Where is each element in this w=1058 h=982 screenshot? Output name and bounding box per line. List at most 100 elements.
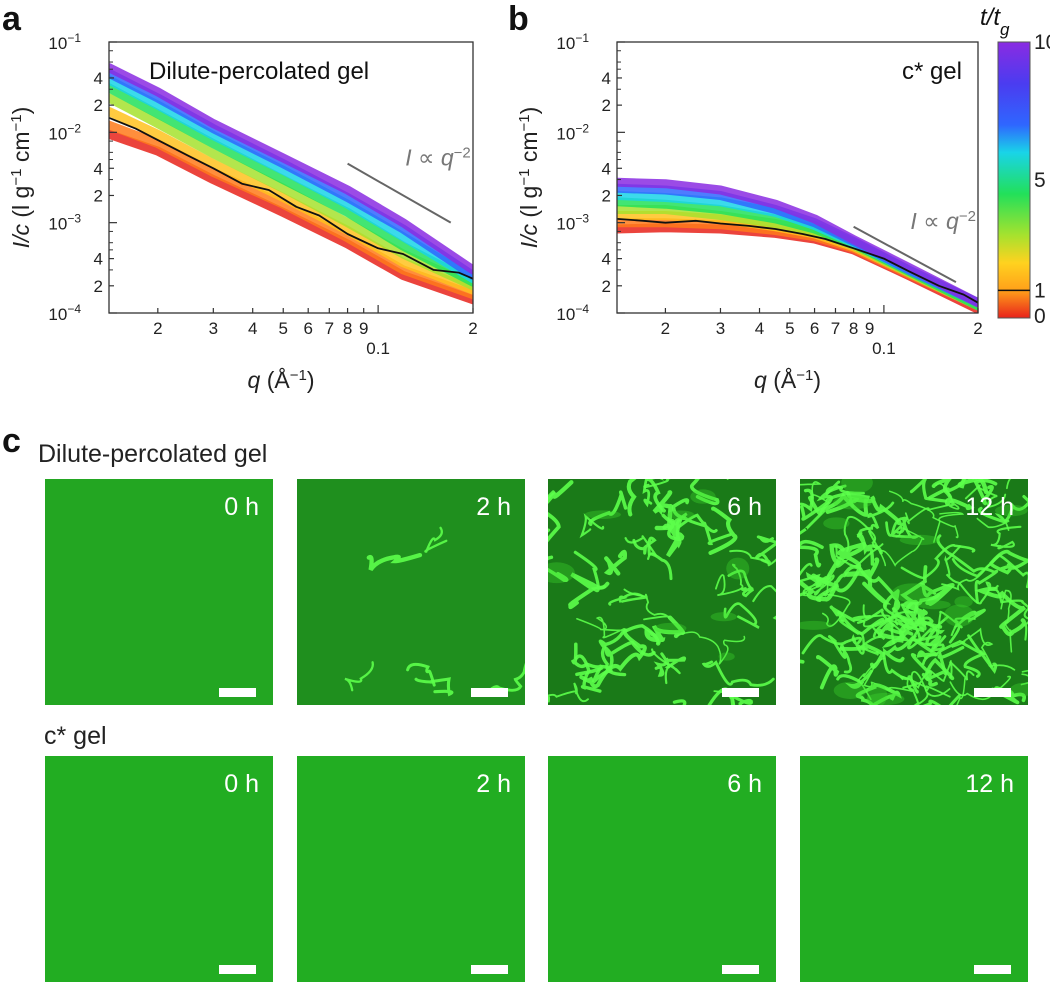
- time-label: 2 h: [476, 770, 511, 798]
- microscopy-tile: 0 h: [45, 756, 273, 982]
- series-band-10: [109, 63, 473, 275]
- x-tick-label: 2: [661, 319, 670, 338]
- y-tick-label: 2: [602, 277, 611, 296]
- y-tick-label: 4: [602, 69, 611, 88]
- y-tick-label: 4: [602, 159, 611, 178]
- row-label-dilute: Dilute-percolated gel: [38, 440, 268, 468]
- x-tick-label: 9: [865, 319, 874, 338]
- series-band-0.5: [109, 120, 473, 300]
- series-line-reference-tg: [617, 218, 978, 304]
- y-tick-label: 2: [602, 96, 611, 115]
- colorbar-tick-label: 0: [1034, 305, 1046, 328]
- x-axis-label: q (Å−1): [754, 366, 821, 393]
- x-tick-label: 9: [359, 319, 368, 338]
- time-label: 6 h: [727, 493, 762, 521]
- series-band-10: [617, 177, 978, 308]
- gel-network-image: [344, 526, 525, 697]
- x-tick-label: 6: [810, 319, 819, 338]
- y-tick-label: 2: [602, 186, 611, 205]
- y-axis-label: I/c (l g−1 cm−1): [516, 107, 543, 249]
- y-tick-label: 10−2: [556, 121, 589, 143]
- x-tick-label: 2: [973, 319, 982, 338]
- power-law-guide-line: [853, 225, 957, 283]
- chart-a-saxs-dilute: 2 3 4 5 6 7 8 90.1 2 10−1 4 2 10−2 4 2 10−3 4 2 10−4 q (Å−1…: [8, 31, 478, 393]
- microscopy-tile: 6 h: [548, 756, 776, 982]
- scale-bar: [722, 688, 759, 697]
- time-label: 0 h: [224, 493, 259, 521]
- chart-title: c* gel: [902, 58, 962, 85]
- x-tick-label: 3: [716, 319, 725, 338]
- scale-bar: [219, 688, 256, 697]
- x-tick-label: 4: [248, 319, 257, 338]
- x-tick-label: 0.1: [872, 339, 896, 358]
- series-band-3: [109, 83, 473, 287]
- power-law-annotation: I ∝ q−2: [405, 144, 471, 171]
- y-tick-label: 10−3: [556, 212, 589, 234]
- y-tick-label: 10−1: [556, 31, 589, 53]
- y-tick-label: 4: [602, 250, 611, 269]
- microscopy-tile: 6 h: [548, 479, 776, 705]
- x-tick-label: 8: [343, 319, 352, 338]
- scale-bar: [471, 965, 508, 974]
- time-label: 0 h: [224, 770, 259, 798]
- series-band-0: [617, 223, 978, 313]
- microscopy-tile: 12 h: [800, 479, 1028, 705]
- time-label: 6 h: [727, 770, 762, 798]
- plot-frame: [108, 41, 474, 314]
- x-tick-label: 5: [279, 319, 288, 338]
- y-tick-label: 2: [94, 186, 103, 205]
- microscopy-tile: 2 h: [297, 479, 525, 705]
- row-label-cstar: c* gel: [44, 722, 107, 750]
- panel-letter-b: b: [508, 0, 529, 38]
- series-band-4: [109, 75, 473, 284]
- x-tick-label: 4: [755, 319, 764, 338]
- series-line-reference-tg: [109, 116, 473, 280]
- colorbar-tick-label: 5: [1034, 169, 1046, 192]
- x-tick-label: 7: [831, 319, 840, 338]
- x-axis-label: q (Å−1): [248, 366, 315, 393]
- y-tick-label: 10−4: [556, 302, 589, 324]
- colorbar-label: t/tg: [980, 4, 1010, 39]
- x-tick-label: 3: [209, 319, 218, 338]
- y-tick-label: 10−1: [48, 31, 81, 53]
- gel-network-image: [800, 479, 1028, 705]
- microscopy-tile: 12 h: [800, 756, 1028, 982]
- time-label: 12 h: [965, 770, 1014, 798]
- colorbar-tick-label: 1: [1034, 279, 1046, 302]
- scale-bar: [471, 688, 508, 697]
- chart-title: Dilute-percolated gel: [149, 58, 369, 85]
- panel-letter-c: c: [2, 422, 21, 460]
- x-tick-label: 6: [303, 319, 312, 338]
- microscopy-tile: 0 h: [45, 479, 273, 705]
- scale-bar: [722, 965, 759, 974]
- x-tick-label: 5: [785, 319, 794, 338]
- power-law-annotation: I ∝ q−2: [910, 207, 976, 234]
- y-tick-label: 4: [94, 69, 103, 88]
- series-band-1.5: [109, 107, 473, 295]
- series-band-6: [109, 68, 473, 280]
- scale-bar: [219, 965, 256, 974]
- x-tick-label: 2: [468, 319, 477, 338]
- y-tick-label: 10−4: [48, 302, 81, 324]
- scale-bar: [974, 688, 1011, 697]
- microscopy-tile: 2 h: [297, 756, 525, 982]
- time-label: 12 h: [965, 493, 1014, 521]
- x-tick-label: 0.1: [366, 339, 390, 358]
- y-tick-label: 2: [94, 96, 103, 115]
- series-band-0: [109, 129, 473, 305]
- y-tick-label: 4: [94, 159, 103, 178]
- y-tick-label: 10−3: [48, 212, 81, 234]
- y-axis-label: I/c (l g−1 cm−1): [8, 107, 35, 249]
- plot-frame: [616, 41, 979, 314]
- gel-network-image: [548, 479, 776, 705]
- scale-bar: [974, 965, 1011, 974]
- colorbar: [997, 41, 1031, 319]
- colorbar-tick-label: 10: [1034, 31, 1050, 54]
- y-tick-label: 2: [94, 277, 103, 296]
- panel-letter-a: a: [2, 0, 21, 38]
- x-tick-label: 7: [325, 319, 334, 338]
- x-tick-label: 2: [153, 319, 162, 338]
- power-law-guide-line: [347, 162, 452, 224]
- y-tick-label: 10−2: [48, 121, 81, 143]
